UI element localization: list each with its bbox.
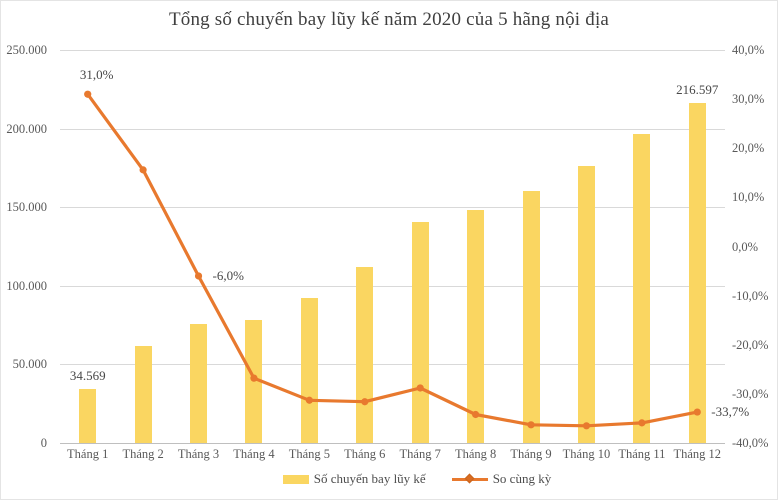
line-point bbox=[194, 272, 203, 280]
bar-tháng-6 bbox=[356, 266, 374, 443]
line-point bbox=[305, 396, 313, 404]
y-left-tick: 100.000 bbox=[6, 278, 47, 293]
chart-title: Tổng số chuyến bay lũy kế năm 2020 của 5… bbox=[168, 9, 610, 30]
line-point bbox=[472, 410, 480, 419]
line-data-label: 31,0% bbox=[79, 67, 114, 83]
y-right-tick: 0,0% bbox=[732, 239, 759, 254]
line-point bbox=[527, 421, 535, 429]
bar-data-label: 34.569 bbox=[69, 367, 106, 383]
line-data-label: -6,0% bbox=[212, 267, 244, 283]
bar-tháng-10 bbox=[577, 165, 595, 443]
y-left-tick: 250.000 bbox=[6, 43, 47, 57]
line-data-label: -33,7% bbox=[711, 404, 750, 420]
gridline bbox=[60, 128, 725, 130]
legend-label-line: So cùng kỳ bbox=[492, 471, 552, 486]
line-point bbox=[693, 408, 701, 416]
x-tick: Tháng 11 bbox=[618, 447, 666, 461]
x-tick: Tháng 4 bbox=[233, 447, 275, 461]
y-right-tick: -10,0% bbox=[732, 288, 769, 303]
gridline bbox=[60, 364, 725, 366]
line-series bbox=[84, 90, 701, 430]
y-right-tick: -40,0% bbox=[732, 436, 769, 450]
x-axis-line bbox=[60, 443, 725, 444]
legend: Số chuyến bay lũy kế So cùng kỳ bbox=[29, 471, 777, 487]
bar-tháng-3 bbox=[190, 323, 208, 443]
plot-area bbox=[60, 50, 725, 444]
y-right-tick: -30,0% bbox=[732, 386, 769, 401]
bar-series-swatch-icon bbox=[282, 474, 309, 484]
y-left-tick: 50.000 bbox=[12, 357, 47, 372]
x-tick: Tháng 8 bbox=[454, 447, 497, 461]
y-right-tick: 20,0% bbox=[732, 141, 765, 156]
x-tick: Tháng 1 bbox=[67, 447, 109, 461]
x-tick: Tháng 2 bbox=[122, 447, 164, 461]
bar-tháng-5 bbox=[300, 298, 318, 443]
bar-tháng-8 bbox=[467, 209, 485, 443]
bar-tháng-11 bbox=[633, 134, 651, 443]
y-right-tick: -20,0% bbox=[732, 337, 769, 352]
bar-tháng-1 bbox=[79, 388, 97, 443]
gridline bbox=[60, 50, 725, 51]
x-tick: Tháng 9 bbox=[510, 447, 552, 461]
y-left-tick: 0 bbox=[40, 436, 47, 450]
line-series-swatch-icon bbox=[451, 473, 488, 484]
line-point bbox=[84, 90, 92, 98]
y-right-tick: 40,0% bbox=[732, 43, 765, 57]
y-left-tick: 150.000 bbox=[6, 200, 47, 215]
x-tick: Tháng 3 bbox=[177, 447, 220, 461]
line-point bbox=[139, 166, 147, 174]
bar-tháng-9 bbox=[522, 191, 540, 443]
line-point bbox=[638, 419, 646, 427]
y-right-tick: 10,0% bbox=[732, 190, 765, 205]
line-point bbox=[582, 422, 591, 430]
legend-label-bars: Số chuyến bay lũy kế bbox=[313, 471, 426, 486]
bar-tháng-2 bbox=[134, 346, 152, 443]
x-tick: Tháng 7 bbox=[399, 447, 441, 461]
line-point bbox=[416, 384, 424, 392]
gridline bbox=[60, 285, 725, 287]
bar-tháng-12 bbox=[688, 102, 706, 443]
legend-item-bars: Số chuyến bay lũy kế bbox=[282, 471, 426, 487]
y-left-tick: 200.000 bbox=[6, 121, 47, 136]
gridline bbox=[60, 207, 725, 209]
legend-item-line: So cùng kỳ bbox=[451, 471, 552, 487]
y-right-tick: 30,0% bbox=[732, 92, 765, 107]
line-point bbox=[361, 398, 369, 406]
line-point bbox=[250, 374, 258, 382]
x-tick: Tháng 6 bbox=[344, 447, 386, 461]
x-tick: Tháng 5 bbox=[288, 447, 331, 461]
x-tick: Tháng 12 bbox=[673, 447, 722, 461]
bar-data-label: 216.597 bbox=[676, 81, 719, 97]
x-tick: Tháng 10 bbox=[562, 447, 611, 461]
